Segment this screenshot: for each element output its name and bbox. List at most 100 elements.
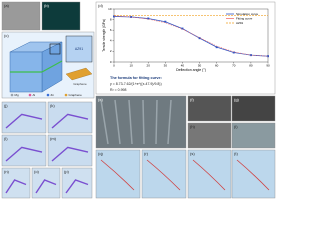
panel [1,101,47,134]
point [215,46,218,49]
legend-label: Mg [15,93,19,97]
x-tick-label: 0 [113,63,115,67]
panel-label: (p) [64,169,70,174]
figure: (a) (b) (c) (d) (e) (f) (g) (h) (i) (j) (k) (l) (m) (… [1,1,276,199]
crack [192,159,226,191]
crystal [51,146,89,162]
y-tick-label: 0 [110,60,112,64]
panel-label: (a) [4,3,10,8]
panel-label: (s) [190,151,195,156]
y-axis-label: Tensile strength (GPa) [102,19,106,52]
layer-label: Graphene [73,82,87,86]
formula-title: The formula for fitting curve: [110,76,162,80]
legend-label: Graphene [69,93,83,97]
panel [187,149,232,199]
point [113,15,115,18]
panel-label: (e) [98,97,104,102]
x-tick-label: 80 [249,63,253,67]
x-tick-label: 90 [266,63,270,67]
cube-label: AZ91 [75,47,83,51]
point [232,51,235,54]
x-tick-label: 60 [215,63,219,67]
panel-label: (l) [4,136,8,141]
panel-label: (d) [98,3,104,8]
legend-label: Simulation curve [236,12,259,16]
panel-label: (q) [98,151,104,156]
panel-label: (i) [234,124,238,129]
point [164,20,167,23]
panel-label: (n) [4,169,10,174]
point [147,17,150,20]
panel [61,167,93,199]
formula-r2: R² = 0.998 [110,88,126,92]
panel [95,149,141,199]
legend-dot [28,93,32,97]
panel [231,95,276,122]
panel [95,95,187,149]
formula-equation: y = 8.73-7.62/(1+e^((x-47.9)/9.8)) [110,82,162,86]
point [130,15,133,18]
crystal [35,179,57,194]
panel-label: (m) [50,136,57,141]
panel-label: (o) [34,169,40,174]
texture [142,99,145,145]
panel [231,122,276,149]
crystal [5,146,43,162]
x-axis-label: Deflection angle (°) [176,68,206,72]
crystal [5,179,27,194]
crystal [5,113,43,129]
texture [155,99,158,145]
x-tick-label: 30 [164,63,168,67]
panel [1,134,47,167]
texture [167,99,172,145]
legend-dot [64,93,68,97]
point [181,27,184,30]
plot-area [113,8,269,63]
x-tick-label: 70 [232,63,236,67]
legend-dot [10,93,14,97]
crystal [65,179,89,194]
panel-label: (c) [4,33,9,38]
panel-label: (b) [44,3,50,8]
panel [95,1,276,95]
y-tick-label: 8 [110,17,112,21]
panel-label: (j) [4,103,8,108]
panel-label: (f) [190,97,194,102]
panel-label: (g) [234,97,240,102]
panel-label: (k) [50,103,55,108]
panel [47,134,93,167]
panel-label: (h) [190,124,196,129]
x-tick-label: 10 [129,63,133,67]
legend-dot [46,93,50,97]
zoom-box [49,43,61,55]
y-tick-label: 6 [110,28,112,32]
y-tick-label: 4 [110,39,112,43]
x-tick-label: 50 [198,63,202,67]
crystal [51,113,89,129]
panel [47,101,93,134]
panel [41,1,81,31]
y-tick-label: 2 [110,49,112,53]
crack [146,159,181,191]
panel [231,149,276,199]
texture [100,99,109,145]
graphene-sheet [65,67,93,81]
zoom-view [65,35,93,63]
y-tick-label: 10 [108,7,112,11]
legend-label: Zn [51,93,55,97]
panel [187,95,232,122]
crack [100,159,135,191]
crack [236,159,270,191]
texture [114,99,121,145]
panel [187,122,232,149]
x-tick-label: 20 [147,63,151,67]
x-tick-label: 40 [181,63,185,67]
panel-label: (r) [144,151,149,156]
point [198,37,201,40]
texture [128,99,133,145]
graphene-layer [41,60,63,73]
panel [1,1,41,31]
legend-label: Al [33,93,36,97]
series-line [113,15,269,57]
legend-label: Fitting curve [236,16,253,20]
